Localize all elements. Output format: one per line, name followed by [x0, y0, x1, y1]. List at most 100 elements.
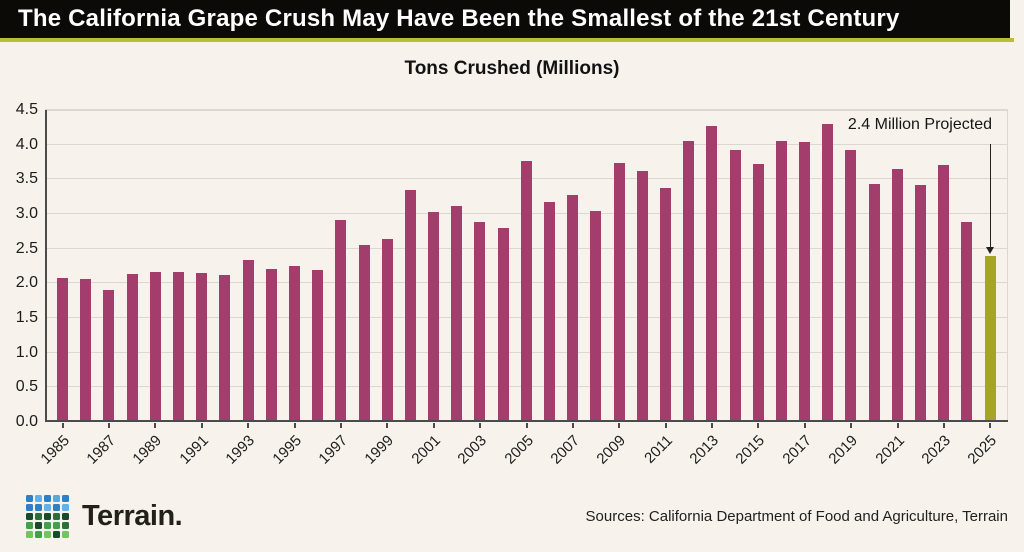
plot-area: 2.4 Million Projected [45, 109, 1008, 422]
logo-square [26, 512, 33, 520]
bar-slot-1995 [283, 110, 306, 422]
annotation-arrow-line [989, 144, 992, 249]
x-axis-tick [943, 423, 945, 428]
x-axis-label: 1999 [361, 432, 398, 468]
bar-2022 [915, 184, 927, 422]
logo-square [44, 503, 51, 511]
x-axis-tick [525, 423, 528, 428]
chart-title: Tons Crushed (Millions) [404, 58, 620, 79]
x-axis-label: 2019 [825, 432, 862, 468]
x-axis-label: 1987 [83, 432, 120, 468]
bar-1986 [80, 279, 92, 422]
x-axis-label: 2009 [593, 432, 630, 468]
annotation-arrow-icon [985, 144, 995, 254]
logo-square [44, 521, 51, 529]
y-axis-label: 3.0 [15, 205, 38, 223]
bar-slot-1989 [144, 110, 167, 422]
bar-2016 [775, 140, 787, 422]
y-axis-line [45, 110, 47, 422]
x-axis-tick [711, 423, 714, 428]
x-axis-tick [664, 423, 667, 428]
bar-slot-2009 [608, 110, 631, 422]
x-axis-tick [107, 423, 110, 428]
logo-square [26, 503, 33, 511]
bar-slot-2006 [538, 110, 561, 422]
bar-slot-2007 [561, 110, 584, 422]
bar-2010 [636, 171, 648, 422]
bar-slot-2018 [816, 110, 839, 422]
bar-2024 [961, 221, 973, 422]
bar-2000 [404, 190, 416, 422]
bar-slot-1985 [51, 110, 74, 422]
logo-square [62, 512, 69, 520]
y-axis-label: 1.5 [15, 309, 38, 327]
logo-square [26, 530, 33, 538]
bar-1985 [57, 277, 69, 422]
bar-2004 [497, 227, 509, 422]
y-axis-label: 2.5 [15, 239, 38, 257]
bar-1992 [219, 275, 231, 422]
logo-square [53, 512, 60, 520]
bar-2025 [984, 255, 996, 422]
bar-2011 [659, 188, 671, 422]
bar-slot-2004 [492, 110, 515, 422]
bar-slot-1988 [121, 110, 144, 422]
y-axis-labels: 0.0 0.5 1.0 1.5 2.0 2.5 3.0 3.5 4.0 4.5 [0, 101, 38, 430]
x-axis-tick [989, 423, 992, 428]
logo-square [62, 521, 69, 529]
x-axis-tick [432, 423, 435, 428]
bar-slot-2024 [955, 110, 978, 422]
bar-2013 [706, 125, 718, 422]
x-axis-tick [850, 423, 853, 428]
bar-1990 [173, 272, 185, 422]
bar-2006 [544, 202, 556, 422]
logo-square [35, 503, 42, 511]
bar-slot-1986 [74, 110, 97, 422]
bar-2015 [752, 164, 764, 422]
x-axis-label: 2023 [918, 432, 955, 468]
bar-2023 [938, 165, 950, 422]
bar-slot-1997 [329, 110, 352, 422]
bar-2018 [822, 123, 834, 422]
bar-2019 [845, 149, 857, 422]
x-axis-label: 2015 [732, 432, 769, 468]
bar-slot-2023 [932, 110, 955, 422]
bar-1999 [381, 238, 393, 422]
x-axis-label: 2001 [408, 432, 444, 468]
bar-1994 [265, 269, 277, 422]
y-axis-label: 0.0 [15, 413, 38, 430]
bar-slot-2005 [515, 110, 538, 422]
bar-1991 [196, 272, 208, 422]
footer: Terrain. Sources: California Department … [0, 488, 1024, 552]
x-axis-label: 2007 [547, 432, 583, 468]
logo-square [53, 521, 60, 529]
gridline [45, 109, 1008, 110]
bar-slot-2003 [468, 110, 491, 422]
logo-square [44, 530, 51, 538]
bar-slot-2010 [631, 110, 654, 422]
x-axis-tick [757, 423, 760, 428]
page-title: The California Grape Crush May Have Been… [18, 5, 900, 32]
x-axis-tick [200, 423, 203, 428]
x-axis-label: 2003 [454, 432, 491, 468]
bar-slot-1990 [167, 110, 190, 422]
bar-1989 [149, 271, 161, 422]
bar-2020 [868, 184, 880, 422]
bar-slot-1998 [352, 110, 375, 422]
terrain-logo-icon [26, 494, 69, 538]
bar-slot-2014 [723, 110, 746, 422]
bar-slot-2001 [422, 110, 445, 422]
bar-slot-1992 [213, 110, 236, 422]
gridline [45, 143, 1008, 145]
bar-1997 [335, 220, 347, 422]
x-axis-label: 1993 [222, 432, 259, 468]
bar-slot-2019 [839, 110, 862, 422]
bar-slot-2016 [770, 110, 793, 422]
x-axis-label: 2017 [779, 432, 815, 468]
bar-2002 [451, 205, 463, 422]
annotation-arrow-head [985, 246, 994, 254]
bar-slot-2022 [909, 110, 932, 422]
y-axis-label: 2.0 [15, 274, 38, 292]
logo-square [35, 521, 42, 529]
